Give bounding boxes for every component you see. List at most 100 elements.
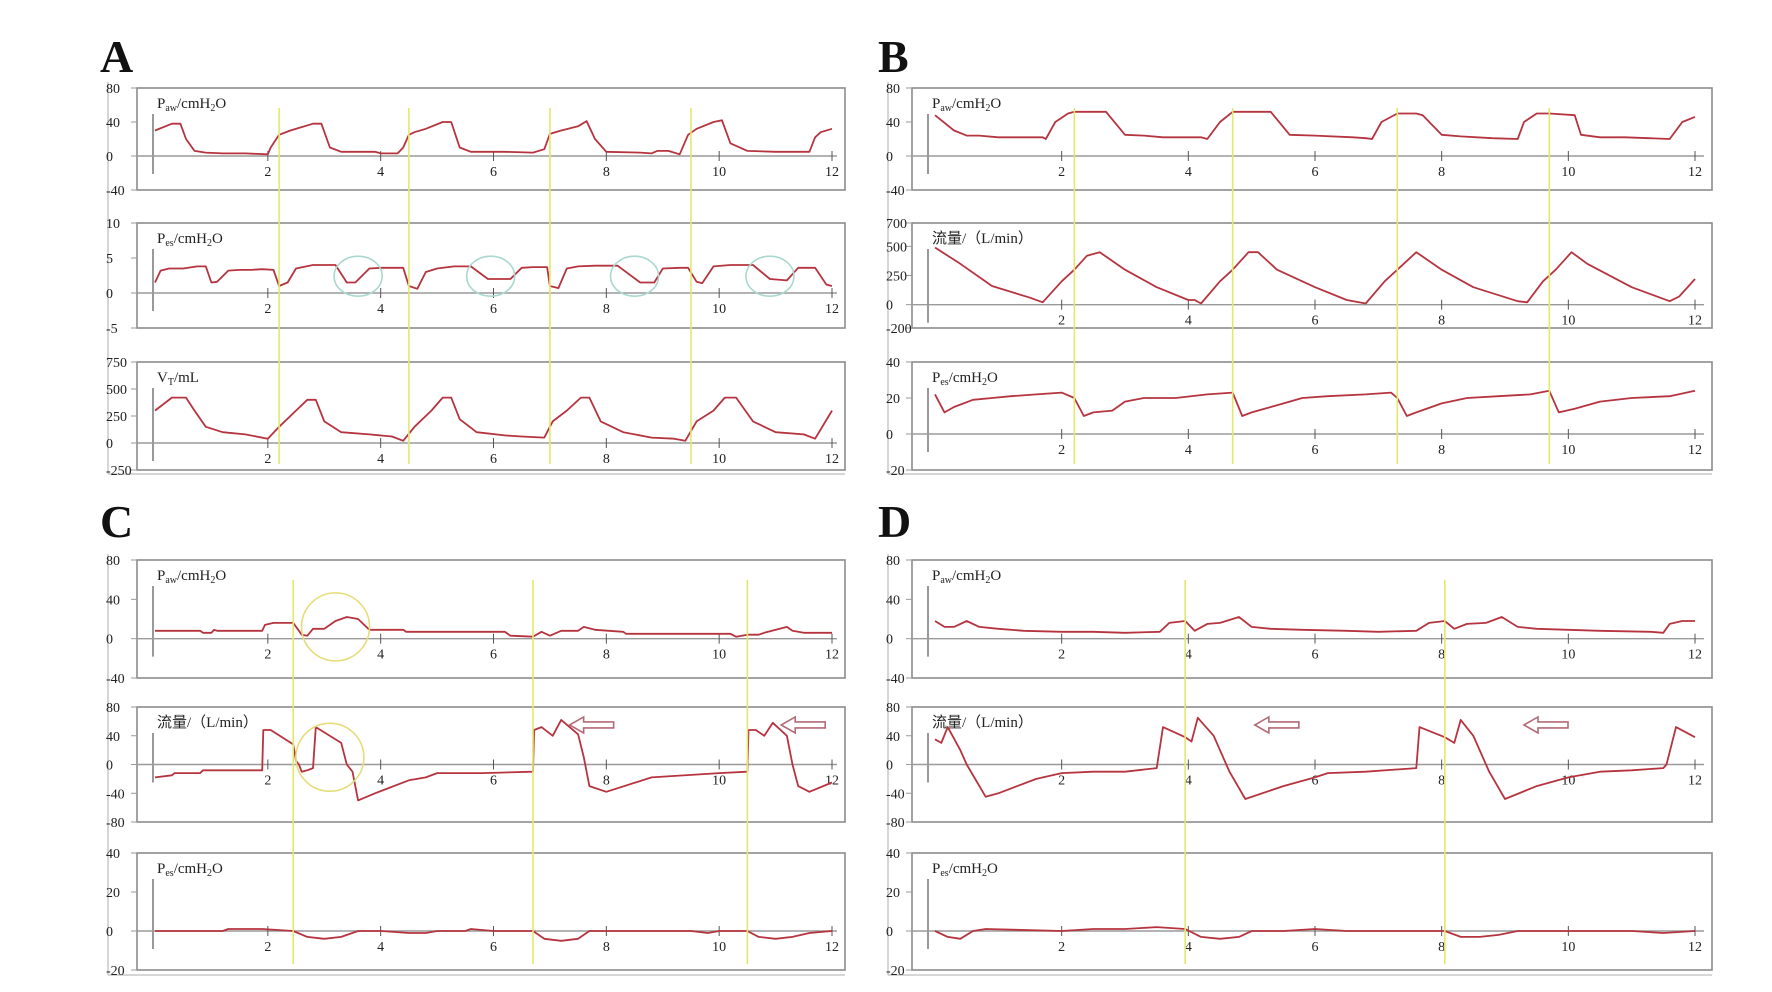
y-tick-label: 0	[106, 437, 113, 452]
x-tick-label: 4	[377, 452, 384, 467]
x-tick-label: 2	[1058, 443, 1065, 458]
strip-1: 10 5 0 -5 2 4 6 8 10 12 Pes/cmH2O	[106, 217, 846, 337]
waveform-trace	[154, 396, 833, 442]
strip-2: 40 20 0 -20 2 4 6 8 10 12 Pes/cmH2O	[886, 356, 1713, 479]
strip-0: 80 40 0 -40 2 4 6 8 10 12 Paw/cmH2O	[106, 554, 846, 687]
x-tick-label: 6	[490, 452, 497, 467]
x-tick-label: 12	[825, 774, 839, 789]
y-tick-label: -80	[106, 816, 125, 831]
y-tick-label: -20	[886, 464, 905, 479]
x-tick-label: 6	[1312, 940, 1319, 955]
x-tick-label: 12	[825, 165, 839, 180]
y-tick-label: 0	[106, 150, 113, 165]
x-tick-label: 12	[1688, 165, 1702, 180]
x-tick-label: 6	[490, 302, 497, 317]
y-tick-label: 500	[886, 240, 907, 255]
x-tick-label: 10	[712, 165, 726, 180]
annotation-arrow	[568, 715, 615, 735]
y-tick-label: -5	[106, 322, 118, 337]
x-tick-label: 10	[712, 302, 726, 317]
waveform-trace	[934, 110, 1696, 140]
x-tick-label: 10	[712, 940, 726, 955]
waveform-trace	[154, 264, 833, 290]
annotation-circle	[300, 592, 371, 662]
x-tick-label: 10	[1561, 648, 1575, 663]
y-tick-label: 40	[106, 116, 120, 131]
x-tick-label: 2	[264, 302, 271, 317]
strip-label: Paw/cmH2O	[932, 96, 1001, 114]
x-tick-label: 2	[264, 165, 271, 180]
strip-2: 750 500 250 0 -250 2 4 6 8 10 12 VT/mL	[106, 356, 846, 479]
x-tick-label: 10	[1561, 165, 1575, 180]
x-tick-label: 12	[1688, 648, 1702, 663]
x-tick-label: 10	[1561, 940, 1575, 955]
y-tick-label: 40	[886, 730, 900, 745]
strip-label: 流量/（L/min）	[932, 714, 1033, 731]
y-tick-label: 0	[106, 633, 113, 648]
panel-label-c: C	[100, 496, 134, 547]
y-tick-label: 40	[886, 356, 900, 371]
y-tick-label: 40	[106, 730, 120, 745]
y-tick-label: -40	[106, 787, 125, 802]
x-tick-label: 4	[377, 774, 384, 789]
y-tick-label: 80	[886, 82, 900, 97]
waveform-trace	[934, 926, 1696, 940]
strip-label: 流量/（L/min）	[157, 714, 258, 731]
strip-label: 流量/（L/min）	[932, 230, 1033, 247]
y-tick-label: 0	[886, 150, 893, 165]
x-tick-label: 8	[603, 940, 610, 955]
panel-label-d: D	[878, 496, 912, 547]
x-tick-label: 6	[1312, 774, 1319, 789]
panel-label-a: A	[100, 31, 134, 82]
strip-frame	[136, 87, 846, 191]
y-tick-label: -20	[886, 964, 905, 979]
y-tick-label: -80	[886, 816, 905, 831]
strip-label: Paw/cmH2O	[932, 568, 1001, 586]
annotation-circle	[465, 255, 516, 298]
strip-frame	[911, 361, 1713, 471]
strip-label: Paw/cmH2O	[157, 96, 226, 114]
y-tick-label: 0	[106, 759, 113, 774]
x-tick-label: 4	[377, 940, 384, 955]
y-tick-label: 80	[886, 701, 900, 716]
x-tick-label: 8	[1438, 648, 1445, 663]
y-tick-label: -40	[106, 184, 125, 199]
waveform-trace	[154, 719, 833, 802]
annotation-circle	[333, 255, 383, 298]
annotation-circle	[609, 255, 660, 298]
y-tick-label: 40	[106, 847, 120, 862]
x-tick-label: 4	[377, 302, 384, 317]
y-tick-label: -250	[106, 464, 132, 479]
y-tick-label: 40	[886, 593, 900, 608]
strip-frame	[136, 852, 846, 971]
strip-label: Pes/cmH2O	[157, 231, 223, 249]
x-tick-label: 12	[1688, 774, 1702, 789]
y-tick-label: 0	[106, 925, 113, 940]
panel-label-b: B	[878, 31, 909, 82]
strip-label: Paw/cmH2O	[157, 568, 226, 586]
y-tick-label: 700	[886, 217, 907, 232]
y-tick-label: 250	[886, 270, 907, 285]
y-tick-label: 0	[886, 759, 893, 774]
y-tick-label: 0	[886, 925, 893, 940]
x-tick-label: 4	[1185, 774, 1192, 789]
strip-label: Pes/cmH2O	[932, 861, 998, 879]
strip-frame	[911, 852, 1713, 971]
x-tick-label: 12	[1688, 940, 1702, 955]
x-tick-label: 8	[1438, 940, 1445, 955]
x-tick-label: 8	[1438, 774, 1445, 789]
y-tick-label: 80	[106, 82, 120, 97]
x-tick-label: 12	[825, 940, 839, 955]
y-tick-label: -200	[886, 322, 912, 337]
x-tick-label: 8	[603, 302, 610, 317]
x-tick-label: 10	[712, 774, 726, 789]
y-tick-label: -40	[886, 787, 905, 802]
x-tick-label: 6	[490, 165, 497, 180]
strip-frame	[136, 222, 846, 329]
